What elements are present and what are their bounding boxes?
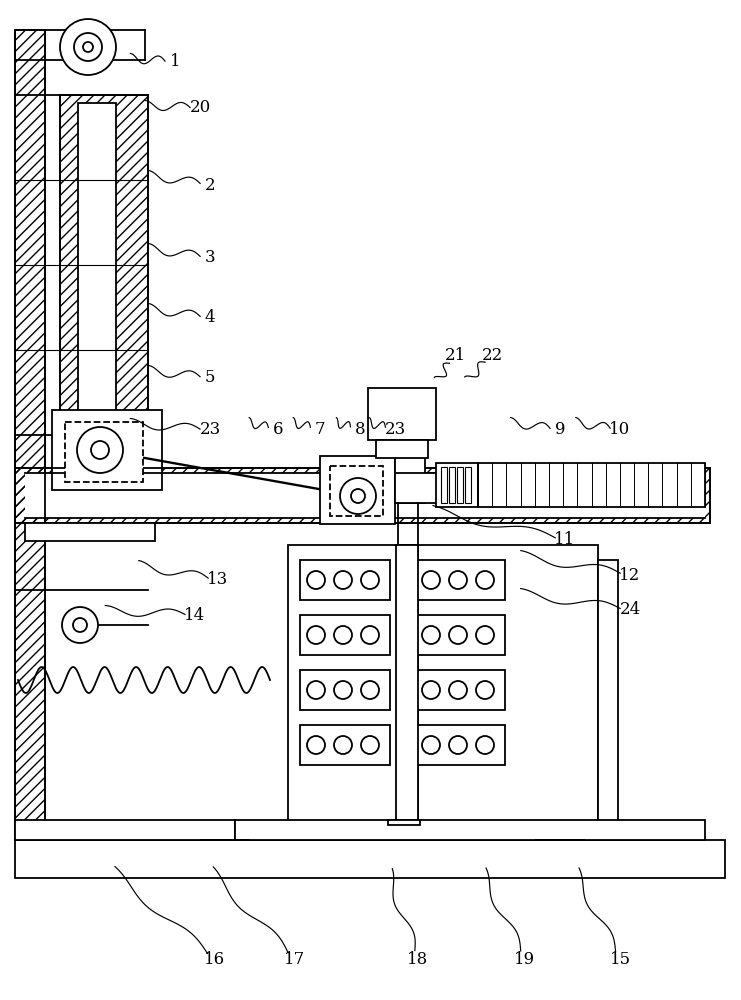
Bar [60, 95, 148, 435]
Circle shape [361, 736, 379, 754]
Bar [320, 456, 395, 524]
Circle shape [340, 478, 376, 514]
Text: 22: 22 [482, 347, 502, 363]
Text: 23: 23 [385, 422, 405, 438]
Circle shape [449, 681, 467, 699]
Text: 2: 2 [205, 176, 216, 194]
Circle shape [73, 618, 87, 632]
Bar [449, 467, 455, 503]
Bar [300, 670, 390, 710]
Text: 18: 18 [408, 952, 428, 968]
Circle shape [307, 736, 325, 754]
Bar [395, 438, 425, 503]
Circle shape [476, 681, 494, 699]
Circle shape [334, 681, 352, 699]
Circle shape [476, 626, 494, 644]
Text: 23: 23 [199, 422, 221, 438]
Circle shape [307, 571, 325, 589]
Circle shape [334, 736, 352, 754]
Text: 3: 3 [205, 249, 216, 266]
Circle shape [449, 626, 467, 644]
Text: 10: 10 [609, 422, 631, 438]
Text: 17: 17 [285, 952, 305, 968]
Circle shape [62, 607, 98, 643]
Text: 6: 6 [273, 422, 283, 438]
Circle shape [361, 571, 379, 589]
Bar [436, 463, 478, 507]
Bar [441, 467, 447, 503]
Circle shape [77, 427, 123, 473]
Bar [415, 560, 505, 600]
Circle shape [361, 681, 379, 699]
Bar [300, 615, 390, 655]
Bar [78, 103, 116, 427]
Circle shape [307, 681, 325, 699]
Text: 1: 1 [170, 53, 180, 70]
Bar [415, 725, 505, 765]
Bar [15, 468, 710, 523]
Bar [15, 840, 725, 878]
Bar [300, 560, 390, 600]
Bar [235, 820, 705, 840]
Text: 15: 15 [609, 952, 631, 968]
Bar [598, 560, 618, 825]
Bar [52, 410, 162, 490]
Text: 20: 20 [190, 100, 210, 116]
Text: 9: 9 [555, 422, 565, 438]
Circle shape [307, 626, 325, 644]
Bar [65, 422, 143, 482]
Text: 16: 16 [205, 952, 225, 968]
Text: 7: 7 [315, 422, 325, 438]
Text: 19: 19 [514, 952, 536, 968]
Circle shape [74, 33, 102, 61]
Circle shape [422, 736, 440, 754]
Text: 21: 21 [445, 347, 465, 363]
Circle shape [361, 626, 379, 644]
Text: 24: 24 [619, 601, 641, 618]
Text: 11: 11 [554, 532, 576, 548]
Bar [330, 466, 383, 516]
Text: 8: 8 [355, 422, 365, 438]
Circle shape [334, 626, 352, 644]
Bar [15, 468, 710, 523]
Circle shape [476, 571, 494, 589]
Bar [376, 440, 428, 458]
Circle shape [422, 681, 440, 699]
Bar [288, 545, 598, 825]
Text: 14: 14 [185, 606, 205, 624]
Text: 5: 5 [205, 369, 215, 386]
Text: 12: 12 [619, 566, 641, 584]
Circle shape [91, 441, 109, 459]
Circle shape [449, 736, 467, 754]
Circle shape [422, 626, 440, 644]
Bar [15, 30, 45, 840]
Bar [478, 463, 705, 507]
Bar [395, 473, 450, 503]
Bar [457, 467, 463, 503]
Bar [415, 615, 505, 655]
Circle shape [60, 19, 116, 75]
Circle shape [476, 736, 494, 754]
Bar [25, 473, 705, 518]
Bar [415, 670, 505, 710]
Bar [396, 545, 418, 825]
Circle shape [334, 571, 352, 589]
Bar [15, 30, 45, 840]
Bar [15, 820, 235, 840]
Bar [388, 820, 420, 825]
Bar [368, 388, 436, 440]
Bar [300, 725, 390, 765]
Text: 13: 13 [207, 572, 229, 588]
Bar [25, 523, 155, 541]
Circle shape [83, 42, 93, 52]
Circle shape [351, 489, 365, 503]
Circle shape [449, 571, 467, 589]
Bar [465, 467, 471, 503]
Bar [60, 95, 148, 435]
Circle shape [422, 571, 440, 589]
Text: 4: 4 [205, 310, 216, 326]
